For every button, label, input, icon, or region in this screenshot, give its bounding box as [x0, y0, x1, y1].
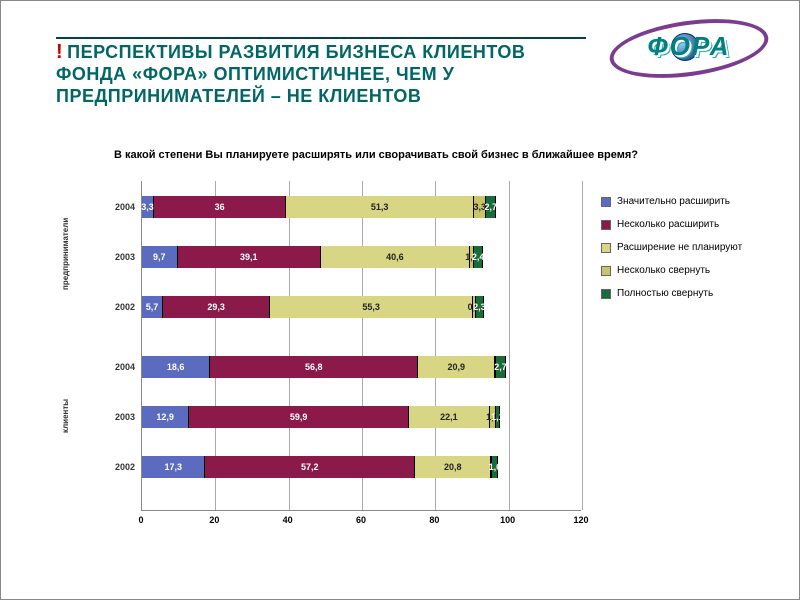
- bar-value-label: 57,2: [301, 462, 319, 472]
- group-label: предприниматели: [61, 186, 70, 321]
- title-text: ПЕРСПЕКТИВЫ РАЗВИТИЯ БИЗНЕСА КЛИЕНТОВ ФО…: [56, 42, 525, 106]
- bar-category-label: 2004: [99, 362, 135, 372]
- bar-segment: 55,3: [270, 296, 473, 318]
- fora-logo: ФОРА: [609, 21, 769, 76]
- bar-category-label: 2002: [99, 462, 135, 472]
- legend-swatch: [601, 220, 611, 230]
- bar-row: 17,3 57,2 20,8 1,6: [142, 456, 581, 478]
- legend-label: Полностью свернуть: [617, 288, 713, 299]
- x-tick-label: 0: [138, 515, 143, 525]
- bar-value-label: 5,7: [146, 302, 159, 312]
- bar-value-label: 17,3: [164, 462, 182, 472]
- bar-value-label: 39,1: [240, 252, 258, 262]
- bar-value-label: 2,4: [472, 252, 485, 262]
- group-label: клиенты: [61, 356, 70, 476]
- legend-item: Значительно расширить: [601, 196, 751, 207]
- bar-value-label: 12,9: [156, 412, 174, 422]
- bar-segment: 12,9: [142, 406, 189, 428]
- bar-segment: 2,4: [474, 246, 483, 268]
- x-tick-label: 40: [283, 515, 293, 525]
- bar-segment: 2,7: [496, 356, 506, 378]
- x-tick-label: 20: [209, 515, 219, 525]
- bar-value-label: 20,8: [444, 462, 462, 472]
- bar-value-label: 1,6: [489, 462, 502, 472]
- title-underline: [56, 37, 586, 39]
- bar-row: 9,739,140,61,22,4: [142, 246, 581, 268]
- bar-value-label: 22,1: [440, 412, 458, 422]
- bar-segment: 56,8: [210, 356, 418, 378]
- bar-segment: 17,3: [142, 456, 205, 478]
- legend-label: Расширение не планируют: [617, 242, 742, 253]
- bar-value-label: 18,6: [167, 362, 185, 372]
- bar-category-label: 2004: [99, 202, 135, 212]
- legend-label: Несколько свернуть: [617, 265, 710, 276]
- bar-value-label: 59,9: [290, 412, 308, 422]
- chart-title: В какой степени Вы планируете расширять …: [101, 149, 651, 161]
- x-tick-label: 60: [356, 515, 366, 525]
- slide-title: ! ПЕРСПЕКТИВЫ РАЗВИТИЯ БИЗНЕСА КЛИЕНТОВ …: [56, 41, 576, 107]
- bar-value-label: 2,3: [473, 302, 486, 312]
- legend-swatch: [601, 266, 611, 276]
- bar-value-label: 55,3: [362, 302, 380, 312]
- x-tick-label: 100: [500, 515, 515, 525]
- bar-row: 18,6 56,8 20,9 2,7: [142, 356, 581, 378]
- bar-category-label: 2003: [99, 252, 135, 262]
- title-exclaim: !: [56, 41, 63, 63]
- bar-value-label: 56,8: [305, 362, 323, 372]
- bar-segment: 20,9: [418, 356, 495, 378]
- bar-segment: 51,3: [286, 196, 474, 218]
- x-tick-label: 120: [573, 515, 588, 525]
- legend-item: Расширение не планируют: [601, 242, 751, 253]
- bar-row: 12,959,922,11,61,1: [142, 406, 581, 428]
- bar-segment: 20,8: [415, 456, 491, 478]
- gridline: [582, 181, 583, 510]
- legend-item: Несколько свернуть: [601, 265, 751, 276]
- bar-segment: 22,1: [409, 406, 490, 428]
- bar-value-label: 2,7: [494, 362, 507, 372]
- bar-segment: 18,6: [142, 356, 210, 378]
- bar-value-label: 51,3: [371, 202, 389, 212]
- legend-item: Несколько расширить: [601, 219, 751, 230]
- bar-value-label: 2,7: [484, 202, 497, 212]
- bar-value-label: 1,1: [491, 412, 504, 422]
- bar-row: 3,33651,33,32,7: [142, 196, 581, 218]
- logo-text: ФОРА: [609, 31, 769, 62]
- bar-value-label: 20,9: [448, 362, 466, 372]
- bar-segment: 2,3: [476, 296, 484, 318]
- bar-segment: 36: [154, 196, 286, 218]
- bar-value-label: 29,3: [207, 302, 225, 312]
- bar-value-label: 36: [215, 202, 225, 212]
- legend-swatch: [601, 243, 611, 253]
- stacked-bar-chart: предприниматели клиенты 2004 2003 2002 2004 2…: [41, 181, 761, 561]
- legend-label: Несколько расширить: [617, 219, 719, 230]
- bar-category-label: 2002: [99, 302, 135, 312]
- bar-segment: 3,3: [142, 196, 154, 218]
- legend-label: Значительно расширить: [617, 196, 730, 207]
- bar-segment: 40,6: [321, 246, 470, 268]
- bar-segment: 1,1: [496, 406, 500, 428]
- chart-legend: Значительно расширить Несколько расширить…: [601, 196, 751, 311]
- legend-swatch: [601, 289, 611, 299]
- bar-segment: 1,6: [492, 456, 498, 478]
- bar-category-label: 2003: [99, 412, 135, 422]
- bar-segment: 57,2: [205, 456, 415, 478]
- bar-segment: 39,1: [178, 246, 321, 268]
- bar-segment: 9,7: [142, 246, 178, 268]
- bar-segment: 29,3: [163, 296, 270, 318]
- bar-value-label: 9,7: [153, 252, 166, 262]
- legend-swatch: [601, 197, 611, 207]
- bar-value-label: 3,3: [141, 202, 154, 212]
- bar-row: 5,729,355,30,72,3: [142, 296, 581, 318]
- x-tick-label: 80: [429, 515, 439, 525]
- legend-item: Полностью свернуть: [601, 288, 751, 299]
- bar-segment: 59,9: [189, 406, 409, 428]
- chart-plot-area: 3,33651,33,32,79,739,140,61,22,45,729,35…: [141, 181, 581, 511]
- bar-value-label: 40,6: [386, 252, 404, 262]
- bar-segment: 5,7: [142, 296, 163, 318]
- bar-segment: 2,7: [486, 196, 496, 218]
